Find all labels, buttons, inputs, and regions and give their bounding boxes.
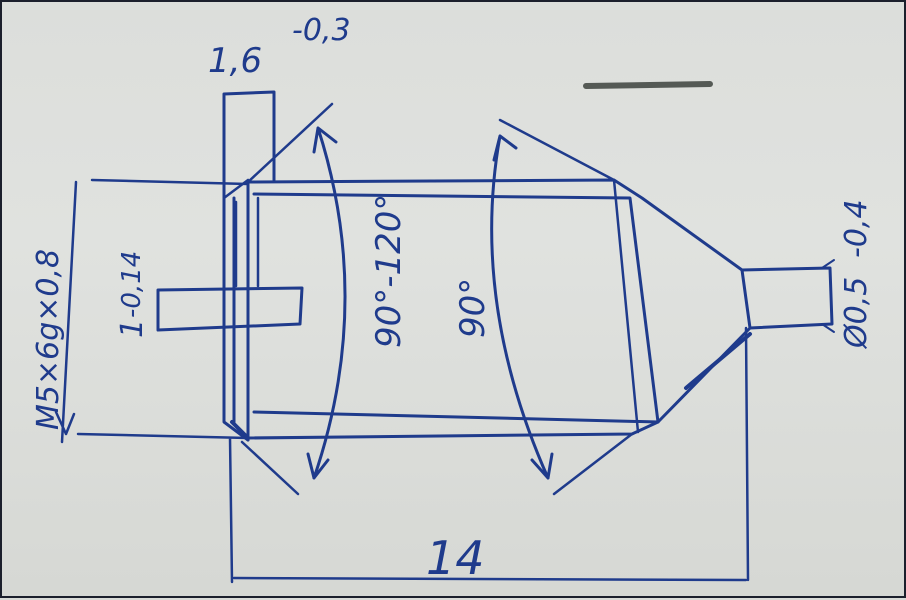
thread-dimension [54, 180, 78, 444]
screw-head [222, 90, 276, 442]
label-thickness: 1,6 [208, 41, 262, 81]
label-tip-tol: -0,4 [839, 199, 874, 258]
label-length: 14 [426, 531, 485, 585]
label-tip-diameter: Ø0,5 [839, 277, 874, 350]
label-slot: 1 [115, 319, 150, 338]
tip-dimension [821, 259, 835, 333]
screw-body [246, 178, 834, 440]
angle-arcs [306, 126, 554, 480]
length-dimension [232, 576, 748, 582]
label-slot-tol: -0,14 [117, 251, 147, 318]
slot [156, 196, 304, 380]
pencil-mark [583, 81, 713, 89]
extension-lines [76, 102, 750, 584]
label-thickness-tol: -0,3 [292, 13, 351, 48]
label-thread: M5×6g×0,8 [31, 249, 66, 430]
label-angle-cone: 90° [453, 278, 493, 338]
label-angle-chamfer: 90°-120° [369, 194, 409, 348]
